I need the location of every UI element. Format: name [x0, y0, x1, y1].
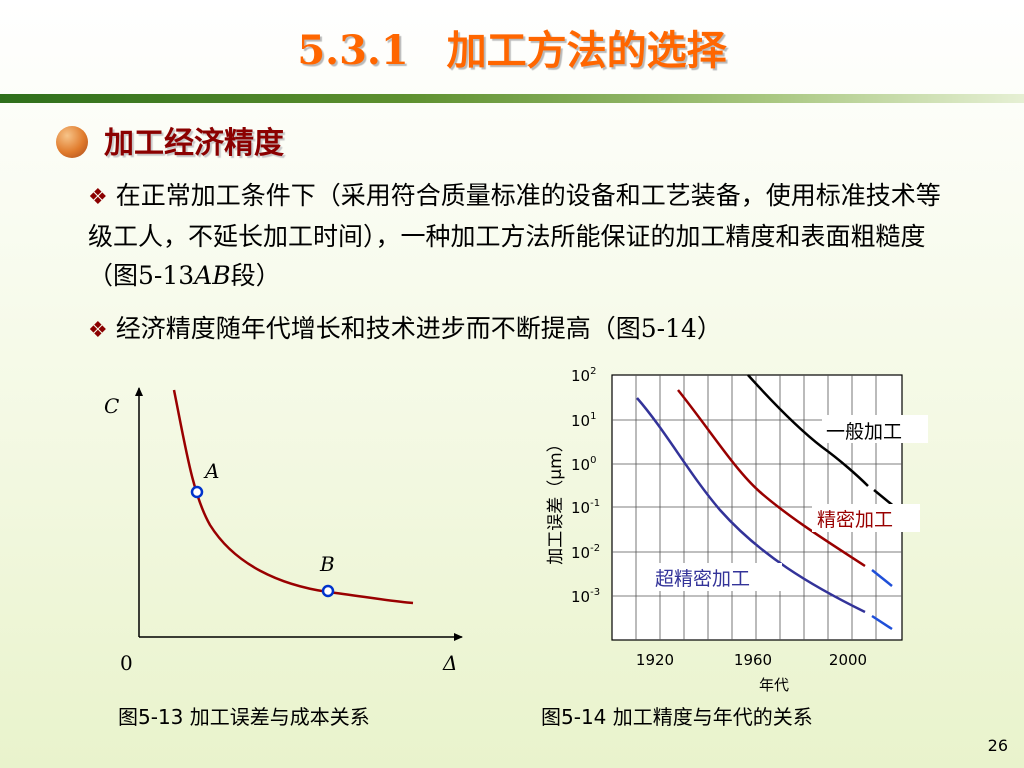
label-bg-general [822, 415, 928, 443]
x-tick-label: 1960 [734, 651, 772, 669]
fig1-x-label: Δ [442, 651, 457, 675]
series-ultra-precision-extension [871, 614, 893, 631]
y-tick-label: 101 [571, 411, 596, 430]
paragraph-1: ❖ 在正常加工条件下（采用符合质量标准的设备和工艺装备，使用标准技术等级工人，不… [88, 176, 958, 295]
series-general-line [747, 374, 869, 487]
diamond-bullet-icon: ❖ [88, 185, 108, 210]
paragraph-2-text: 经济精度随年代增长和技术进步而不断提高（图 [115, 314, 641, 343]
bullet-circle-icon [56, 126, 88, 158]
paragraph-1-ab: AB [194, 261, 231, 290]
section-number: 5.3.1 [297, 27, 409, 74]
fig2-y-axis-label: 加工误差（μm） [546, 435, 566, 564]
point-a-label: A [203, 459, 219, 483]
page-number: 26 [987, 736, 1008, 755]
paragraph-2: ❖ 经济精度随年代增长和技术进步而不断提高（图5-14） [88, 309, 958, 350]
fig1-cost-curve [172, 389, 414, 605]
fig2-caption: 图5-14 加工精度与年代的关系 [541, 705, 813, 729]
fig2-y-tick-labels: 102 101 100 10-1 10-2 10-3 [571, 366, 600, 606]
fig1-y-label: C [104, 394, 119, 418]
fig2-x-axis-label: 年代 [759, 676, 789, 694]
label-bg-ultra [650, 563, 782, 591]
fig2-x-tick-labels: 1920 1960 2000 [636, 651, 867, 669]
point-b-marker [321, 584, 335, 598]
series-precision-line [677, 389, 866, 568]
paragraph-1-text: 在正常加工条件下（采用符合质量标准的设备和工艺装备，使用标准技术等级工人，不延长… [88, 181, 941, 290]
point-b-label: B [319, 552, 335, 576]
y-tick-label: 10-3 [571, 587, 600, 606]
y-tick-label: 100 [571, 455, 596, 474]
point-a-marker [190, 485, 204, 499]
y-tick-label: 10-2 [571, 543, 600, 562]
y-tick-label: 10-1 [571, 498, 600, 517]
title-divider [0, 94, 1024, 103]
diamond-bullet-icon: ❖ [88, 318, 108, 343]
paragraph-2-figure-ref: 5-14 [640, 314, 697, 343]
fig1-origin: 0 [120, 651, 133, 675]
x-tick-label: 1920 [636, 651, 674, 669]
series-label-general: 一般加工 [826, 421, 902, 443]
x-tick-label: 2000 [829, 651, 867, 669]
title-text: 加工方法的选择 [446, 27, 727, 74]
series-ultra-precision-line [636, 397, 866, 614]
paragraph-2-end: ） [696, 314, 722, 343]
fig1-caption: 图5-13 加工误差与成本关系 [118, 705, 370, 729]
section-heading: 加工经济精度 [104, 126, 284, 161]
slide-title: 5.3.1 加工方法的选择 [0, 18, 1024, 76]
y-tick-label: 102 [571, 366, 596, 385]
series-precision-extension [871, 569, 893, 587]
series-label-precision: 精密加工 [817, 509, 893, 531]
label-bg-precision [812, 504, 920, 532]
paragraph-1-figure-ref: 5-13 [138, 261, 195, 290]
paragraph-1-end: 段） [230, 261, 281, 290]
series-label-ultra-precision: 超精密加工 [655, 568, 750, 590]
